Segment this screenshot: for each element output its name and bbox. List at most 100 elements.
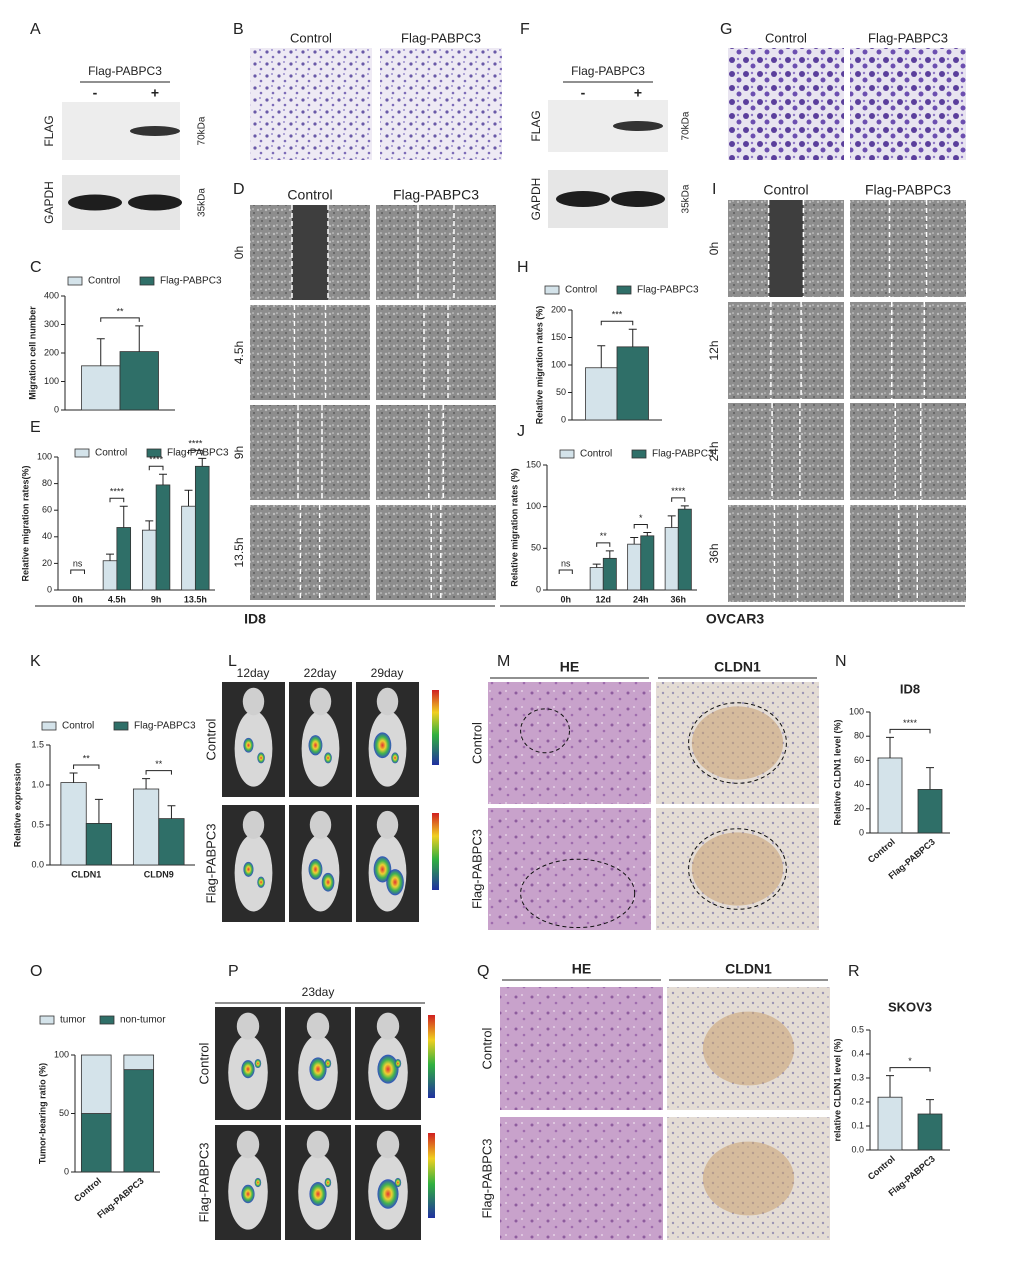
bar: [158, 818, 185, 866]
significance-label: ****: [188, 439, 203, 449]
significance-bracket: [73, 764, 100, 769]
legend-label: Flag-PABPC3: [637, 285, 699, 296]
error-bar: [926, 1099, 934, 1114]
significance-bracket: [109, 497, 125, 503]
y-tick-label: 0: [54, 404, 59, 414]
significance-bracket: [148, 465, 164, 471]
signal: [308, 859, 323, 880]
y-tick-label: 50: [531, 543, 541, 553]
scratch-image: [850, 403, 966, 500]
x-tick-label: CLDN9: [144, 869, 174, 879]
bar-segment: [123, 1054, 155, 1071]
panel-letter: O: [30, 963, 42, 980]
y-tick-label: 0.5: [851, 1024, 864, 1034]
error-bar: [886, 1075, 894, 1098]
y-tick-label: 20: [854, 803, 864, 813]
label: GAPDH: [42, 181, 56, 224]
label: Control: [469, 722, 484, 764]
label: GAPDH: [529, 178, 543, 221]
y-tick-label: 0.2: [851, 1096, 864, 1106]
signal: [373, 856, 392, 883]
chart-title: SKOV3: [888, 999, 932, 1014]
bar: [877, 757, 903, 834]
label: 29day: [371, 666, 404, 680]
y-axis-label: Relative CLDN1 level (%): [832, 719, 842, 825]
legend-swatch: [559, 449, 575, 459]
legend-swatch: [99, 1015, 115, 1025]
signal: [243, 861, 254, 877]
error-bar: [680, 505, 689, 510]
y-tick-label: 0: [859, 827, 864, 837]
significance-label: ****: [903, 718, 918, 728]
legend-label: tumor: [60, 1015, 86, 1026]
significance-bracket: [100, 317, 140, 322]
significance-bracket: [145, 770, 172, 775]
cell-line: ID8: [244, 611, 266, 627]
signal: [377, 1179, 399, 1209]
error-bar: [119, 505, 128, 528]
significance-bracket: [558, 569, 573, 574]
signal: [324, 1177, 332, 1188]
panel-letter: N: [835, 653, 847, 670]
x-tick-label: 0h: [560, 594, 571, 604]
label: Control: [763, 182, 808, 198]
label: Control: [765, 30, 807, 45]
significance-bracket: [633, 524, 648, 529]
error-bar: [592, 563, 601, 568]
label: 12h: [707, 340, 721, 360]
significance-label: **: [155, 759, 163, 769]
y-tick-label: 200: [44, 347, 59, 357]
y-tick-label: 60: [42, 505, 52, 515]
signal: [254, 1058, 262, 1069]
x-tick-label: Control: [72, 1176, 103, 1204]
error-bar: [886, 736, 894, 758]
blot-band: [613, 121, 663, 131]
scratch-image: [376, 405, 496, 500]
bar: [640, 535, 655, 591]
label: +: [151, 85, 159, 101]
blot-band: [611, 191, 665, 207]
label: Control: [203, 718, 218, 760]
label: CLDN1: [714, 659, 761, 675]
bar: [85, 823, 113, 866]
scratch-image: [376, 205, 496, 300]
error-bar: [142, 778, 151, 789]
label: Flag-PABPC3: [203, 824, 218, 904]
label: Flag-PABPC3: [868, 30, 948, 45]
signal: [257, 876, 265, 888]
y-axis-label: Relative migration rates (%): [509, 468, 519, 587]
label: HE: [572, 961, 591, 977]
significance-bracket: [188, 449, 203, 455]
bar: [664, 527, 679, 591]
label: 35kDa: [681, 184, 692, 213]
bar: [181, 505, 196, 591]
mouse-head: [376, 1012, 400, 1040]
label: -: [581, 85, 586, 101]
mouse-head: [306, 1130, 330, 1159]
bar: [116, 527, 132, 591]
panel-letter: C: [30, 259, 42, 276]
blot-band: [130, 126, 180, 136]
y-tick-label: 0.0: [851, 1144, 864, 1154]
y-axis-label: Relative expression: [12, 763, 22, 848]
bar: [917, 1113, 943, 1151]
legend-label: Flag-PABPC3: [167, 448, 229, 459]
error-bar: [630, 537, 639, 545]
label: 9h: [232, 446, 246, 459]
label: Flag-PABPC3: [865, 182, 951, 198]
y-tick-label: 20: [42, 558, 52, 568]
panel-letter: G: [720, 21, 732, 38]
legend-label: Flag-PABPC3: [134, 721, 196, 732]
legend-label: Flag-PABPC3: [160, 276, 222, 287]
mouse-head: [306, 1012, 330, 1040]
legend-swatch: [146, 448, 162, 458]
x-tick-label: 13.5h: [184, 594, 207, 604]
y-tick-label: 60: [854, 755, 864, 765]
colorbar: [428, 1015, 435, 1098]
tumor-outline: [688, 828, 787, 910]
tumor-outline: [688, 702, 787, 784]
error-bar: [135, 325, 144, 352]
signal: [241, 1184, 255, 1204]
y-tick-label: 150: [551, 332, 566, 342]
x-tick-label: 4.5h: [108, 594, 126, 604]
